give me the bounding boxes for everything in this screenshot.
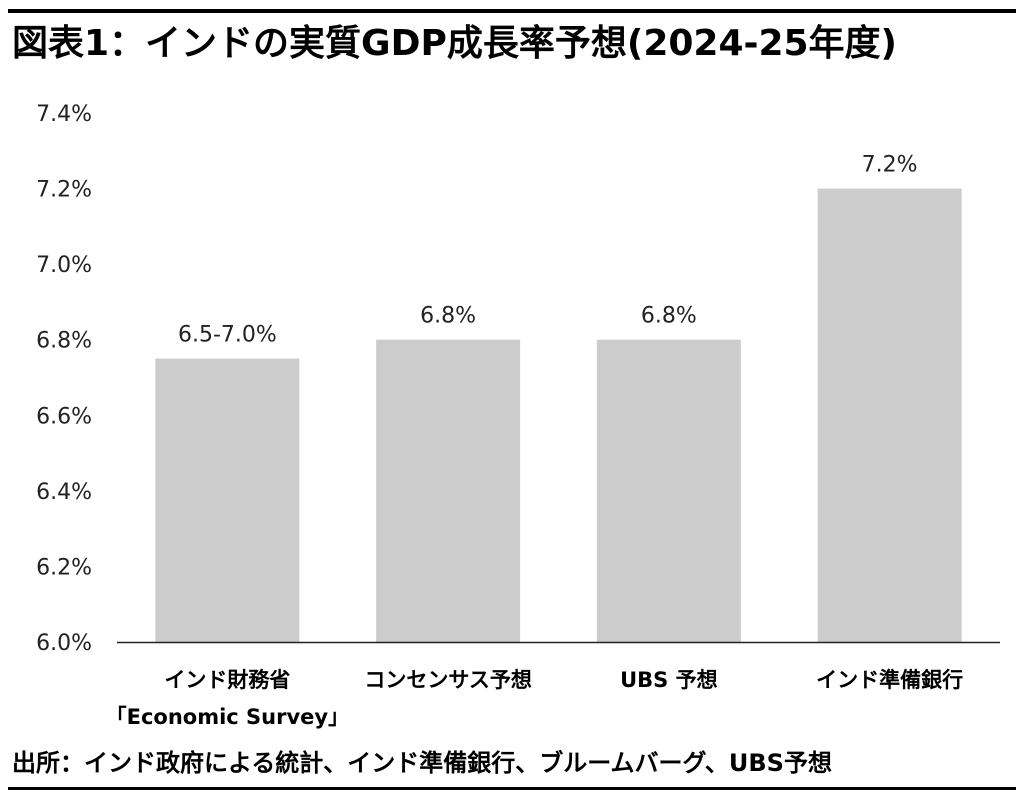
x-category-label: UBS 予想 [620,668,718,692]
y-tick-label: 6.8% [36,329,92,354]
data-label: 6.5-7.0% [178,323,277,348]
x-category-label: インド財務省 [164,668,290,692]
y-tick-label: 6.0% [36,631,92,656]
data-label: 7.2% [862,153,918,178]
data-label: 6.8% [420,304,476,329]
y-tick-label: 6.2% [36,555,92,580]
top-rule [8,9,1016,13]
bottom-rule [8,787,1016,790]
y-tick-label: 7.2% [36,178,92,203]
x-category-label: インド準備銀行 [816,668,963,692]
y-tick-label: 6.4% [36,480,92,505]
data-label: 6.8% [641,304,697,329]
bar [596,339,741,642]
bar-chart: 6.0% 6.2% 6.4% 6.6% 6.8% 7.0% 7.2% 7.4% 6.5-7.0%… [36,102,1000,729]
source-note: 出所：インド政府による統計、インド準備銀行、ブルームバーグ、UBS予想 [12,749,832,777]
y-tick-label: 7.4% [36,102,92,127]
y-tick-label: 7.0% [36,253,92,278]
bar [155,358,300,642]
bar [376,339,521,642]
x-category-label: 「Economic Survey」 [106,705,350,729]
chart-title: 図表1：インドの実質GDP成長率予想(2024-25年度) [12,23,898,64]
y-tick-label: 6.6% [36,404,92,429]
x-category-label: コンセンサス予想 [364,668,532,692]
bar [817,188,962,643]
